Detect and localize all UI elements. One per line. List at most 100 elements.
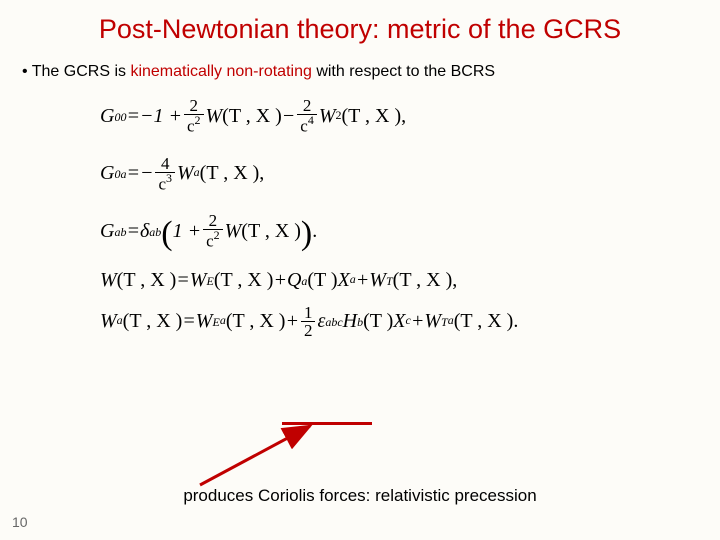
frac-2c4: 2c4 (297, 97, 317, 135)
args-TX8: (T , X ) (123, 311, 183, 331)
sub-E2: E (212, 316, 219, 328)
sym-WTa: W (424, 311, 441, 331)
caption: produces Coriolis forces: relativistic p… (0, 486, 720, 506)
sub-T2: T (441, 316, 448, 328)
eq-g00: G00 = −1 + 2c2 W(T , X ) − 2c4 W2(T , X … (100, 97, 720, 135)
sym-Xa: X (338, 270, 350, 290)
arrow-icon (185, 420, 365, 490)
sym-neg: − (140, 163, 154, 183)
sym-eq: = (126, 106, 140, 126)
num-4: 4 (159, 155, 172, 172)
sym-eq4: = (176, 270, 190, 290)
sym-W2: W (319, 106, 336, 126)
sup-a5: a (448, 314, 454, 326)
frac-4c3: 4c3 (155, 155, 175, 193)
sym-WT: W (369, 270, 386, 290)
sub-b: b (357, 316, 363, 328)
sym-Q: Q (287, 270, 301, 290)
num-2c: 2 (207, 212, 220, 229)
args-TX5: (T , X ) (117, 270, 177, 290)
den-c4: c4 (297, 114, 317, 135)
sym-plus2: + (356, 270, 370, 290)
frac-2c2: 2c2 (184, 97, 204, 135)
sup-3: 3 (166, 171, 172, 185)
txt-minus1: −1 + (140, 106, 182, 126)
slide-title: Post-Newtonian theory: metric of the GCR… (0, 0, 720, 45)
num-1: 1 (302, 304, 315, 321)
sub-0a: 0a (114, 168, 126, 180)
sym-W3: W (177, 163, 194, 183)
sym-WE: W (190, 270, 207, 290)
den-c2: c2 (184, 114, 204, 135)
sym-delta: δ (140, 221, 149, 241)
args-TX4: (T , X ) (241, 221, 301, 241)
args-TX10: (T , X ) (454, 311, 514, 331)
sub-a: a (301, 275, 307, 287)
bullet-emph: kinematically non-rotating (130, 63, 311, 80)
sub-00: 00 (114, 111, 126, 123)
sup-sq: 2 (336, 109, 342, 121)
args-T2: (T ) (363, 311, 393, 331)
args-TX9: (T , X ) (226, 311, 286, 331)
sup-c: c (406, 314, 411, 326)
args-TX7: (T , X ) (393, 270, 453, 290)
bullet-post: with respect to the BCRS (312, 63, 495, 80)
sym-G3: G (100, 221, 114, 241)
sup-2b: 2 (214, 228, 220, 242)
sym-eq3: = (126, 221, 140, 241)
sub-E: E (206, 275, 213, 287)
eq-g0a: G0a = − 4c3 Wa(T , X ) , (100, 155, 720, 193)
sym-G: G (100, 106, 114, 126)
sym-c3: c (158, 174, 166, 193)
sup-a2: a (350, 273, 356, 285)
eq-W: W(T , X ) = WE(T , X ) + Qa(T ) Xa + WT(… (100, 270, 720, 290)
frac-half: 12 (301, 304, 316, 339)
den-2: 2 (301, 321, 316, 339)
eq-Wa: Wa(T , X ) = WEa(T , X ) + 12 εabc Hb(T … (100, 304, 720, 339)
args-T1: (T ) (307, 270, 337, 290)
bullet-line: • The GCRS is kinematically non-rotating… (0, 45, 720, 81)
sym-plus3: + (285, 311, 299, 331)
sub-ab2: ab (149, 226, 161, 238)
args-TX6: (T , X ) (214, 270, 274, 290)
sym-H: H (343, 311, 357, 331)
frac-2c2b: 2c2 (203, 212, 223, 250)
sup-2: 2 (195, 113, 201, 127)
sym-eps: ε (317, 311, 325, 331)
sym-comma2: , (259, 163, 264, 183)
sup-a4: a (220, 314, 226, 326)
sym-dot1: . (312, 221, 317, 241)
sym-W5: W (100, 270, 117, 290)
sym-eq5: = (182, 311, 196, 331)
sym-W4: W (225, 221, 242, 241)
sub-T: T (386, 275, 393, 287)
sym-WEa: W (196, 311, 213, 331)
equation-block: G00 = −1 + 2c2 W(T , X ) − 2c4 W2(T , X … (0, 81, 720, 339)
sub-abc: abc (325, 316, 342, 328)
num-2: 2 (187, 97, 200, 114)
sym-dot2: . (513, 311, 518, 331)
sym-plus1: + (273, 270, 287, 290)
eq-gab: Gab = δab ( 1 + 2c2 W(T , X ) ) . (100, 212, 720, 250)
args-TX2: (T , X ) (342, 106, 402, 126)
bullet-pre: • The GCRS is (22, 63, 130, 80)
args-TX: (T , X ) (222, 106, 282, 126)
args-TX3: (T , X ) (200, 163, 260, 183)
sym-comma3: , (452, 270, 457, 290)
sub-ab: ab (114, 226, 126, 238)
den-c3: c3 (155, 172, 175, 193)
txt-1plus: 1 + (173, 221, 202, 241)
sym-plus4: + (411, 311, 425, 331)
sym-c2: c (300, 117, 308, 136)
den-c2b: c2 (203, 229, 223, 250)
sym-minus: − (282, 106, 296, 126)
sym-c4b: c (206, 232, 214, 251)
sym-Xc: X (393, 311, 405, 331)
sup-a: a (194, 166, 200, 178)
sym-G2: G (100, 163, 114, 183)
sym-W: W (206, 106, 223, 126)
sym-comma1: , (401, 106, 406, 126)
page-number: 10 (12, 514, 28, 530)
sup-4: 4 (308, 113, 314, 127)
sym-W6: W (100, 311, 117, 331)
